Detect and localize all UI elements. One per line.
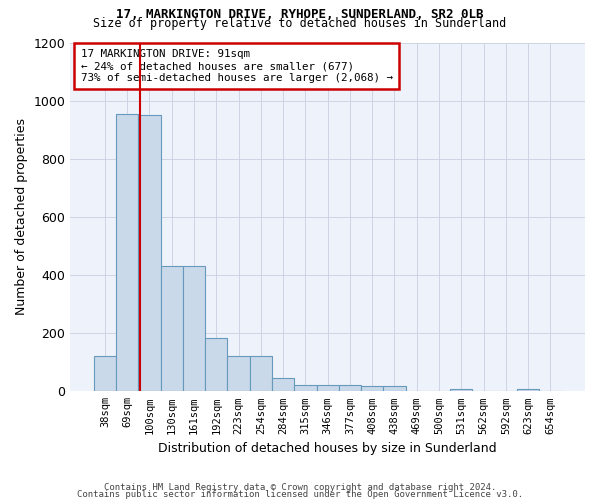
Bar	[517, 389, 539, 392]
Text: 17, MARKINGTON DRIVE, RYHOPE, SUNDERLAND, SR2 0LB: 17, MARKINGTON DRIVE, RYHOPE, SUNDERLAND…	[116, 8, 484, 20]
Text: Contains public sector information licensed under the Open Government Licence v3: Contains public sector information licen…	[77, 490, 523, 499]
Bar	[450, 389, 472, 392]
Bar	[361, 386, 383, 392]
Bar	[161, 266, 183, 392]
Text: Size of property relative to detached houses in Sunderland: Size of property relative to detached ho…	[94, 18, 506, 30]
Bar	[250, 356, 272, 392]
Bar	[205, 338, 227, 392]
Bar	[339, 386, 361, 392]
Bar	[183, 266, 205, 392]
Bar	[116, 114, 138, 392]
X-axis label: Distribution of detached houses by size in Sunderland: Distribution of detached houses by size …	[158, 442, 497, 455]
Bar	[94, 356, 116, 392]
Bar	[383, 386, 406, 392]
Y-axis label: Number of detached properties: Number of detached properties	[15, 118, 28, 316]
Bar	[317, 386, 339, 392]
Bar	[294, 386, 317, 392]
Bar	[272, 378, 294, 392]
Text: 17 MARKINGTON DRIVE: 91sqm
← 24% of detached houses are smaller (677)
73% of sem: 17 MARKINGTON DRIVE: 91sqm ← 24% of deta…	[80, 50, 392, 82]
Text: Contains HM Land Registry data © Crown copyright and database right 2024.: Contains HM Land Registry data © Crown c…	[104, 484, 496, 492]
Bar	[138, 115, 161, 392]
Bar	[227, 356, 250, 392]
